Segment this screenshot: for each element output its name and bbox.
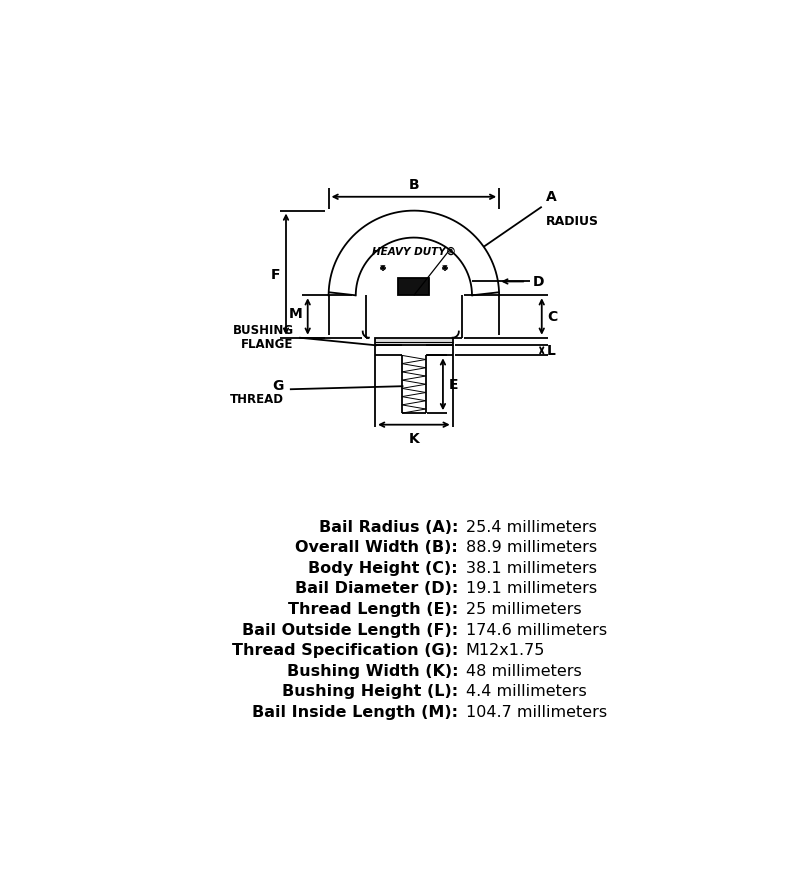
Text: 25.4 millimeters: 25.4 millimeters [466, 519, 597, 534]
Text: Bail Inside Length (M):: Bail Inside Length (M): [252, 704, 458, 719]
Text: Body Height (C):: Body Height (C): [309, 560, 458, 575]
Text: 104.7 millimeters: 104.7 millimeters [466, 704, 607, 719]
Text: THREAD: THREAD [230, 393, 284, 405]
Text: 38.1 millimeters: 38.1 millimeters [466, 560, 597, 575]
Text: F: F [271, 267, 281, 282]
Text: Bushing Height (L):: Bushing Height (L): [282, 683, 458, 698]
Text: L: L [547, 344, 556, 358]
Text: Bail Diameter (D):: Bail Diameter (D): [294, 581, 458, 595]
Text: Overall Width (B):: Overall Width (B): [295, 539, 458, 555]
Text: 25 millimeters: 25 millimeters [466, 602, 582, 617]
Text: 174.6 millimeters: 174.6 millimeters [466, 622, 607, 637]
Polygon shape [398, 279, 430, 296]
Text: Bail Outside Length (F):: Bail Outside Length (F): [242, 622, 458, 637]
Text: 4.4 millimeters: 4.4 millimeters [466, 683, 586, 698]
Text: Thread Specification (G):: Thread Specification (G): [232, 643, 458, 658]
Text: Bushing Width (K):: Bushing Width (K): [286, 663, 458, 678]
Text: 19.1 millimeters: 19.1 millimeters [466, 581, 597, 595]
Text: BUSHING: BUSHING [233, 324, 294, 337]
Text: 88.9 millimeters: 88.9 millimeters [466, 539, 597, 555]
Text: 48 millimeters: 48 millimeters [466, 663, 582, 678]
Polygon shape [375, 339, 453, 346]
Text: Bail Radius (A):: Bail Radius (A): [318, 519, 458, 534]
Text: K: K [409, 431, 419, 446]
Text: FLANGE: FLANGE [242, 337, 294, 350]
Text: E: E [448, 378, 458, 392]
Text: D: D [533, 275, 544, 289]
Text: M: M [289, 306, 302, 320]
Text: G: G [272, 379, 284, 393]
Text: A: A [546, 189, 556, 203]
Text: C: C [547, 310, 558, 324]
Text: HEAVY DUTY®: HEAVY DUTY® [372, 246, 456, 256]
Text: RADIUS: RADIUS [546, 215, 598, 228]
Text: M12x1.75: M12x1.75 [466, 643, 545, 658]
Text: Thread Length (E):: Thread Length (E): [288, 602, 458, 617]
Text: B: B [409, 178, 419, 192]
